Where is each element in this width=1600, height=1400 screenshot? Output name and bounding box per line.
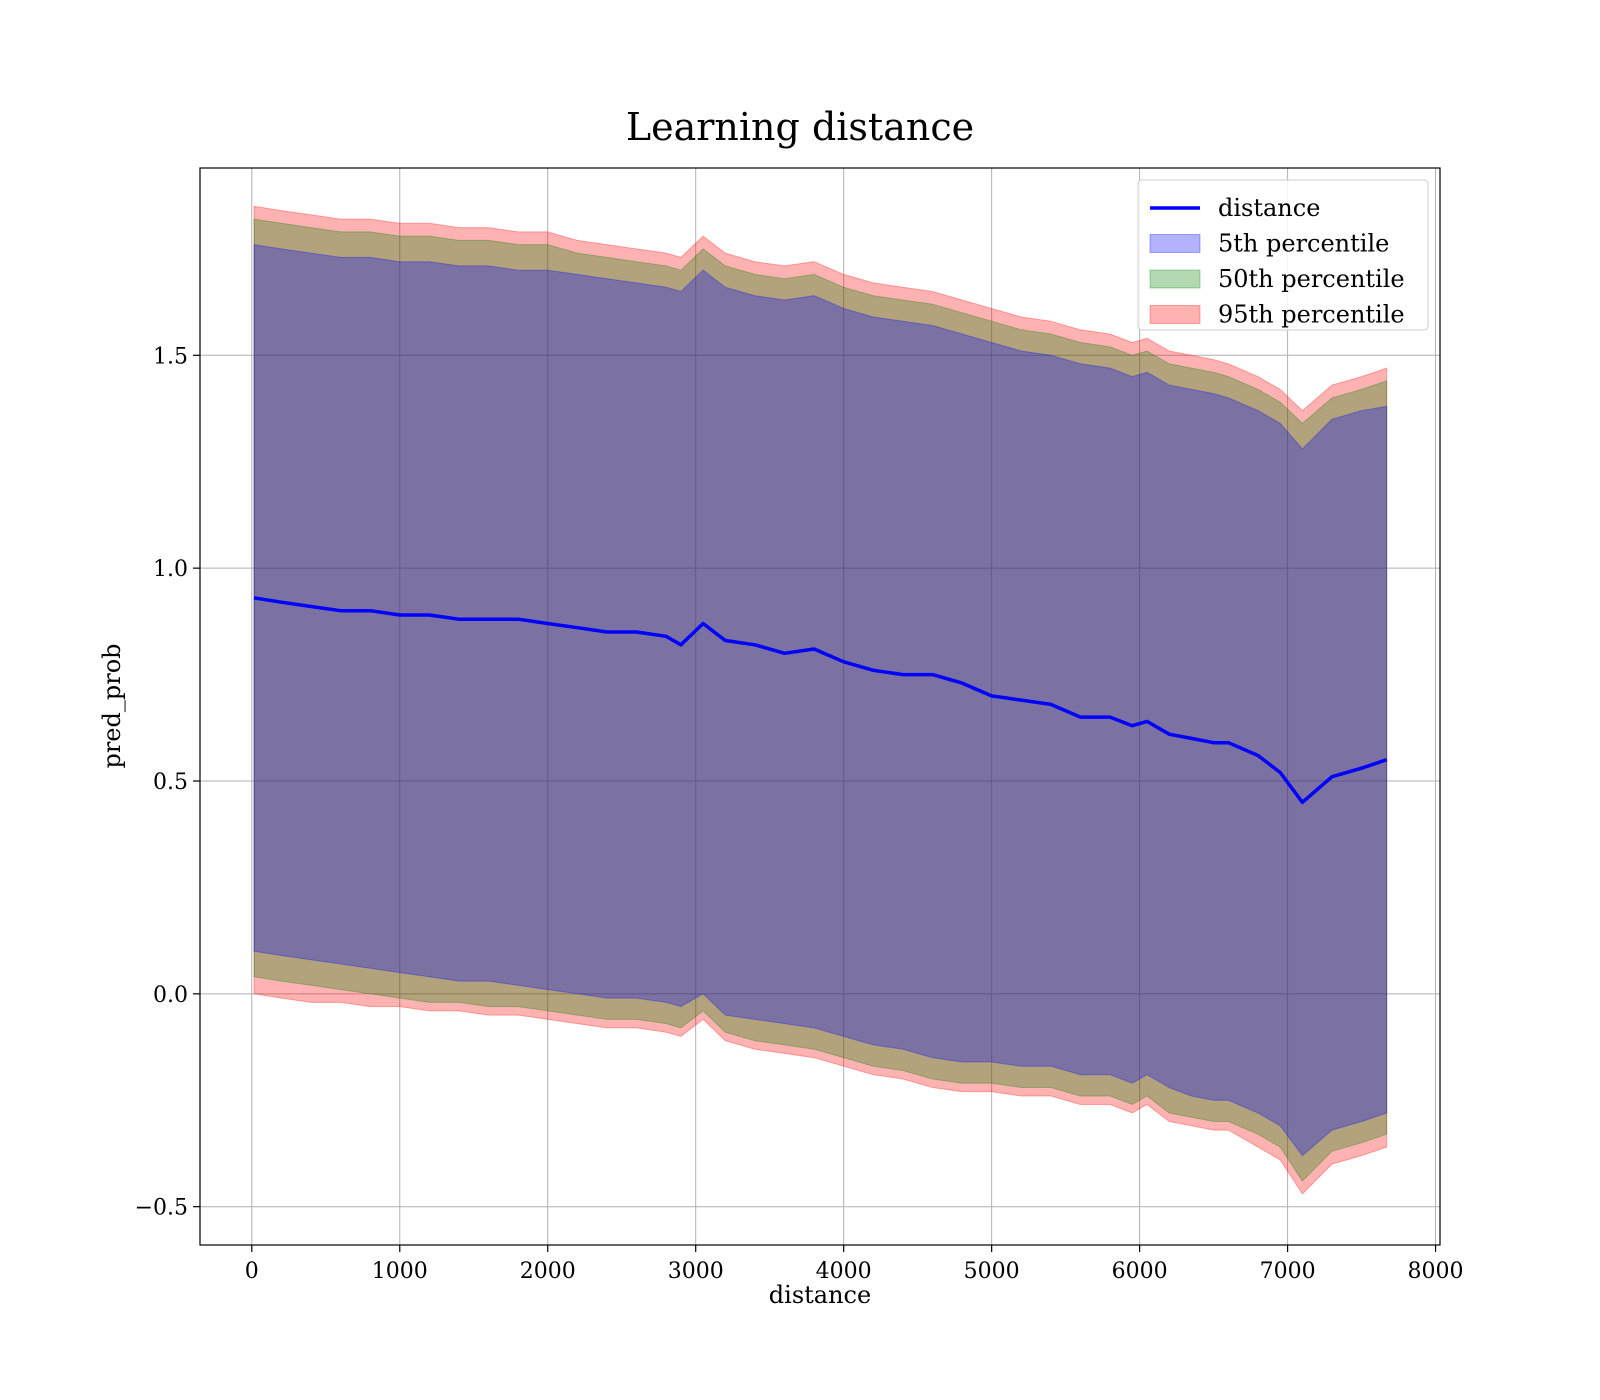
- y-tick-label: 0.0: [153, 983, 188, 1008]
- x-tick-label: 6000: [1112, 1259, 1168, 1284]
- band-95th-percentile: [253, 205, 1388, 1195]
- x-tick-label: 7000: [1260, 1259, 1316, 1284]
- y-axis: −0.5 0.0 0.5 1.0 1.5: [135, 344, 200, 1221]
- y-axis-label: pred_prob: [98, 643, 126, 768]
- legend-box: [1137, 179, 1429, 331]
- y-tick-label: −0.5: [135, 1196, 188, 1221]
- legend-label: 95th percentile: [1218, 301, 1405, 329]
- y-tick-label: 1.5: [153, 344, 188, 369]
- grid: [200, 168, 1440, 1245]
- x-tick-label: 2000: [520, 1259, 576, 1284]
- legend-swatch: [1149, 305, 1201, 324]
- x-axis-label: distance: [769, 1281, 871, 1309]
- band-5th-percentile: [253, 244, 1388, 1157]
- y-tick-label: 1.0: [153, 557, 188, 582]
- legend: distance 5th percentile 50th percentile 95t…: [1137, 179, 1429, 331]
- plot-frame: [199, 167, 1441, 1246]
- x-tick-label: 5000: [964, 1259, 1020, 1284]
- percentile-bands: [253, 205, 1388, 1195]
- x-tick-label: 3000: [668, 1259, 724, 1284]
- band-50th-percentile: [253, 218, 1388, 1182]
- chart-title: Learning distance: [626, 105, 974, 149]
- series-lines: [253, 596, 1388, 805]
- x-tick-label: 4000: [816, 1259, 872, 1284]
- x-axis: 0 1000 2000 3000 4000 5000 6000 7000 8000: [245, 1245, 1464, 1284]
- legend-label: 5th percentile: [1218, 230, 1389, 258]
- x-tick-label: 8000: [1408, 1259, 1464, 1284]
- x-tick-label: 0: [245, 1259, 259, 1284]
- legend-label: distance: [1218, 194, 1320, 222]
- legend-swatch: [1149, 234, 1201, 253]
- legend-swatch: [1149, 269, 1201, 289]
- line-distance: [253, 596, 1388, 805]
- legend-label: 50th percentile: [1218, 265, 1405, 293]
- y-tick-label: 0.5: [153, 770, 188, 795]
- x-tick-label: 1000: [372, 1259, 428, 1284]
